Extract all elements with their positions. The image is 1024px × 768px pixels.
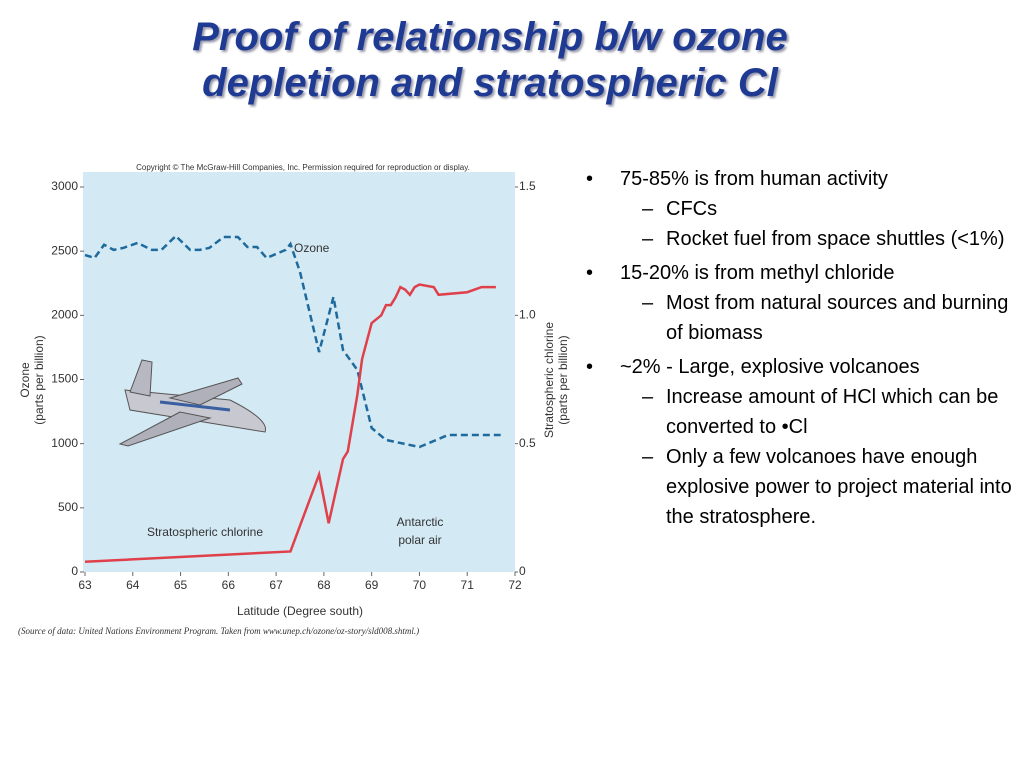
y-tick-label: 2500 <box>51 243 78 257</box>
chart: Copyright © The McGraw-Hill Companies, I… <box>18 163 570 636</box>
series-line <box>84 283 496 563</box>
annotation: Antarctic <box>397 515 444 529</box>
bullet: 75-85% is from human activity <box>582 164 1012 194</box>
bullet: ~2% - Large, explosive volcanoes <box>582 352 1012 382</box>
source-note: (Source of data: United Nations Environm… <box>18 626 419 636</box>
slide-title: Proof of relationship b/w ozone depletio… <box>0 14 980 106</box>
y-tick-label: 3000 <box>51 179 78 193</box>
title-line: depletion and stratospheric Cl <box>202 61 778 105</box>
y-axis-label: Ozone <box>18 362 32 398</box>
x-tick-label: 72 <box>508 578 522 592</box>
x-tick-label: 67 <box>269 578 283 592</box>
sub-bullet: CFCs <box>582 194 1012 224</box>
y-axis-label: (parts per billion) <box>32 335 46 424</box>
y2-tick-label: 0.5 <box>519 436 536 450</box>
x-tick-label: 68 <box>317 578 331 592</box>
y2-axis-label: Stratospheric chlorine <box>542 322 556 438</box>
y2-axis-label: (parts per billion) <box>556 335 570 424</box>
y-tick-label: 0 <box>71 564 78 578</box>
sub-bullet: Most from natural sources and burning of… <box>582 288 1012 348</box>
y2-tick-label: 0 <box>519 564 526 578</box>
copyright: Copyright © The McGraw-Hill Companies, I… <box>136 163 470 172</box>
x-axis-label: Latitude (Degree south) <box>237 604 363 618</box>
annotation: Stratospheric chlorine <box>147 525 263 539</box>
bullet-list: 75-85% is from human activityCFCsRocket … <box>582 160 1012 532</box>
x-tick-label: 69 <box>365 578 379 592</box>
x-tick-label: 71 <box>461 578 475 592</box>
sub-bullet: Increase amount of HCl which can be conv… <box>582 382 1012 442</box>
y-tick-label: 1500 <box>51 372 78 386</box>
sub-bullet: Only a few volcanoes have enough explosi… <box>582 442 1012 532</box>
plot-background <box>83 172 515 572</box>
annotation: Ozone <box>294 241 330 255</box>
x-tick-label: 63 <box>78 578 92 592</box>
y2-tick-label: 1.5 <box>519 179 536 193</box>
x-tick-label: 66 <box>222 578 236 592</box>
y-tick-label: 1000 <box>51 436 78 450</box>
x-tick-label: 65 <box>174 578 188 592</box>
x-tick-label: 64 <box>126 578 140 592</box>
title-line: Proof of relationship b/w ozone <box>192 15 788 59</box>
y2-tick-label: 1.0 <box>519 308 536 322</box>
y-tick-label: 2000 <box>51 308 78 322</box>
y-tick-label: 500 <box>58 500 78 514</box>
bullet: 15-20% is from methyl chloride <box>582 258 1012 288</box>
sub-bullet: Rocket fuel from space shuttles (<1%) <box>582 224 1012 254</box>
series-line <box>84 234 501 449</box>
x-tick-label: 70 <box>413 578 427 592</box>
annotation: polar air <box>398 533 441 547</box>
airplane <box>118 359 267 447</box>
